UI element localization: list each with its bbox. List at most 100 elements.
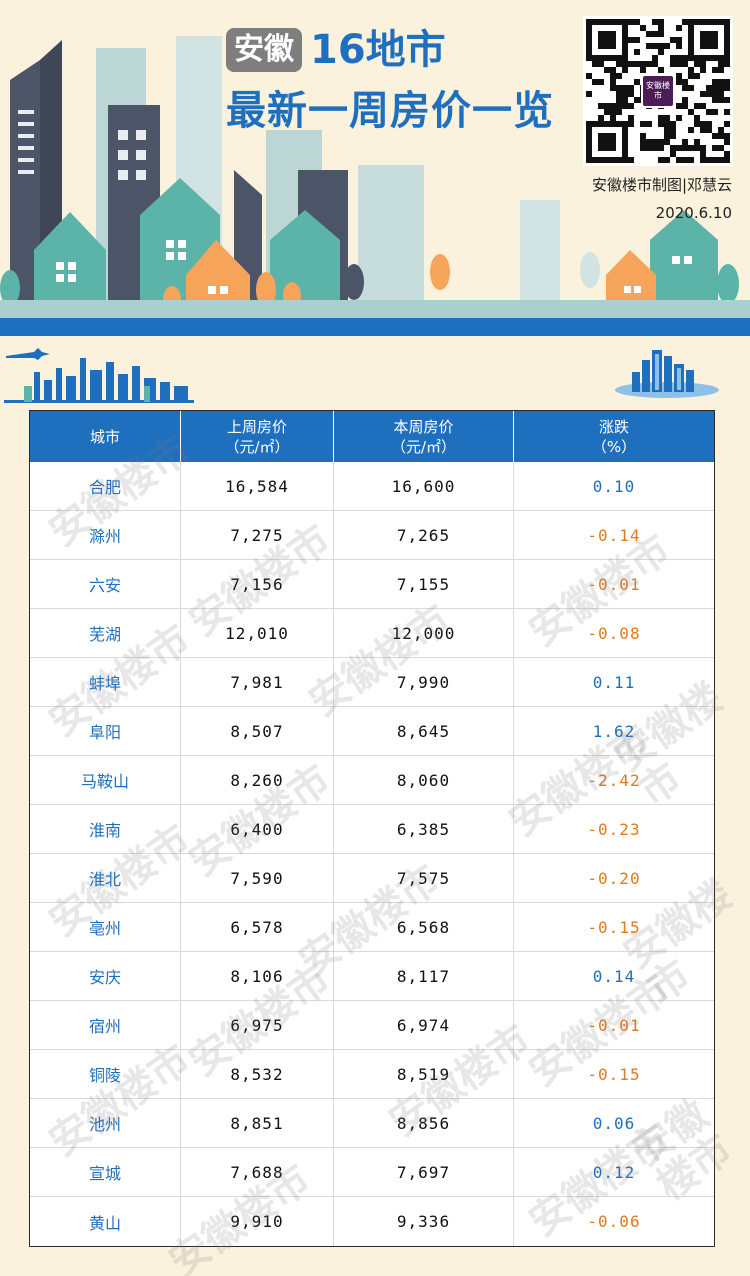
city-cell-value: 宣城 xyxy=(88,1164,121,1183)
change-cell: 0.11 xyxy=(514,658,714,706)
city-cell-value: 合肥 xyxy=(88,478,121,497)
last-week-price-cell-value: 7,275 xyxy=(230,525,284,545)
change-cell: -2.42 xyxy=(514,756,714,804)
city-silhouette-left-decoration xyxy=(4,348,194,403)
header-city: 城市 xyxy=(30,411,181,462)
city-cell-value: 宿州 xyxy=(88,1017,121,1036)
this-week-price-cell: 8,117 xyxy=(334,952,514,1000)
city-skyline-illustration xyxy=(0,36,750,318)
change-cell: 0.10 xyxy=(514,462,714,510)
this-week-price-cell: 8,519 xyxy=(334,1050,514,1098)
city-cluster-right-decoration xyxy=(615,350,719,398)
table-header: 城市 上周房价 （元/㎡） 本周房价 （元/㎡） 涨跌 （%） xyxy=(30,411,714,462)
last-week-price-cell-value: 7,981 xyxy=(230,672,284,692)
last-week-price-cell-value: 6,400 xyxy=(230,819,284,839)
city-cell: 铜陵 xyxy=(30,1050,181,1098)
title-main: 16地市 xyxy=(310,27,446,73)
qr-code-pattern xyxy=(586,19,730,163)
last-week-price-cell-value: 8,106 xyxy=(230,966,284,986)
table-row: 合肥 16,584 16,600 0.10 xyxy=(30,462,714,511)
this-week-price-cell-value: 7,697 xyxy=(396,1162,451,1182)
city-cell: 宿州 xyxy=(30,1001,181,1049)
last-week-price-cell: 16,584 xyxy=(181,462,334,510)
header-divider-band xyxy=(0,318,750,336)
last-week-price-cell: 12,010 xyxy=(181,609,334,657)
city-cell-value: 马鞍山 xyxy=(80,772,129,791)
city-cell: 马鞍山 xyxy=(30,756,181,804)
page-title: 安徽 16地市 最新一周房价一览 xyxy=(226,28,554,136)
change-cell-value: 0.14 xyxy=(592,966,636,986)
last-week-price-cell-value: 9,910 xyxy=(230,1212,284,1231)
change-cell: -0.23 xyxy=(514,805,714,853)
last-week-price-cell-value: 8,260 xyxy=(230,770,284,790)
table-row: 阜阳 8,507 8,645 1.62 xyxy=(30,707,714,756)
this-week-price-cell-value: 7,265 xyxy=(396,525,451,545)
this-week-price-cell-value: 7,990 xyxy=(396,672,451,692)
city-cell: 滁州 xyxy=(30,511,181,559)
city-cell-value: 滁州 xyxy=(88,527,121,546)
change-cell-value: -2.42 xyxy=(587,770,641,790)
credit-text: 安徽楼市制图|邓慧云 xyxy=(591,176,732,194)
city-cell: 亳州 xyxy=(30,903,181,951)
this-week-price-cell: 7,575 xyxy=(334,854,514,902)
this-week-price-cell: 7,990 xyxy=(334,658,514,706)
change-cell-value: -0.15 xyxy=(587,1064,641,1084)
this-week-price-cell: 7,265 xyxy=(334,511,514,559)
this-week-price-cell-value: 8,060 xyxy=(396,770,451,790)
last-week-price-cell: 7,590 xyxy=(181,854,334,902)
change-cell-value: 0.10 xyxy=(592,476,636,496)
this-week-price-cell-value: 8,645 xyxy=(396,721,451,741)
this-week-price-cell: 7,155 xyxy=(334,560,514,608)
last-week-price-cell: 7,688 xyxy=(181,1148,334,1196)
header-change: 涨跌 （%） xyxy=(591,417,637,456)
change-cell-value: -0.23 xyxy=(587,819,641,839)
city-cell-value: 芜湖 xyxy=(88,625,121,644)
table-row: 亳州 6,578 6,568 -0.15 xyxy=(30,903,714,952)
change-cell: 1.62 xyxy=(514,707,714,755)
city-cell-value: 淮南 xyxy=(88,821,121,840)
table-body: 合肥 16,584 16,600 0.10 滁州 7,275 7,265 -0.14 六安 7,1… xyxy=(30,462,714,1246)
change-cell-value: -0.06 xyxy=(587,1212,641,1231)
qr-code[interactable]: 安徽楼市 xyxy=(583,16,733,166)
table-row: 淮北 7,590 7,575 -0.20 xyxy=(30,854,714,903)
this-week-price-cell: 7,697 xyxy=(334,1148,514,1196)
table-row: 芜湖 12,010 12,000 -0.08 xyxy=(30,609,714,658)
table-row: 六安 7,156 7,155 -0.01 xyxy=(30,560,714,609)
change-cell-value: 0.11 xyxy=(592,672,636,692)
table-row: 宣城 7,688 7,697 0.12 xyxy=(30,1148,714,1197)
city-cell-value: 黄山 xyxy=(88,1213,121,1233)
change-cell-value: -0.14 xyxy=(587,525,641,545)
province-badge: 安徽 xyxy=(226,28,302,72)
change-cell-value: -0.15 xyxy=(587,917,641,937)
change-cell-value: -0.01 xyxy=(587,574,641,594)
city-cell-value: 池州 xyxy=(88,1115,121,1134)
last-week-price-cell: 6,578 xyxy=(181,903,334,951)
this-week-price-cell: 16,600 xyxy=(334,462,514,510)
change-cell: -0.01 xyxy=(514,1001,714,1049)
this-week-price-cell-value: 6,568 xyxy=(396,917,451,937)
this-week-price-cell: 12,000 xyxy=(334,609,514,657)
last-week-price-cell-value: 12,010 xyxy=(225,623,289,643)
this-week-price-cell-value: 9,336 xyxy=(396,1212,451,1231)
this-week-price-cell: 6,385 xyxy=(334,805,514,853)
this-week-price-cell-value: 8,856 xyxy=(396,1113,451,1133)
last-week-price-cell: 8,507 xyxy=(181,707,334,755)
change-cell-value: 1.62 xyxy=(592,721,636,741)
last-week-price-cell-value: 7,688 xyxy=(230,1162,284,1182)
last-week-price-cell: 6,975 xyxy=(181,1001,334,1049)
this-week-price-cell-value: 12,000 xyxy=(391,623,456,643)
change-cell-value: -0.20 xyxy=(587,868,641,888)
change-cell: -0.20 xyxy=(514,854,714,902)
header-last-week: 上周房价 （元/㎡） xyxy=(181,411,334,462)
last-week-price-cell: 9,910 xyxy=(181,1197,334,1246)
change-cell: -0.01 xyxy=(514,560,714,608)
city-cell-value: 安庆 xyxy=(88,968,121,987)
change-cell: 0.06 xyxy=(514,1099,714,1147)
last-week-price-cell-value: 8,851 xyxy=(230,1113,284,1133)
last-week-price-cell-value: 7,156 xyxy=(230,574,284,594)
table-row: 滁州 7,275 7,265 -0.14 xyxy=(30,511,714,560)
last-week-price-cell: 6,400 xyxy=(181,805,334,853)
last-week-price-cell-value: 8,507 xyxy=(230,721,284,741)
table-row: 蚌埠 7,981 7,990 0.11 xyxy=(30,658,714,707)
change-cell-value: -0.01 xyxy=(587,1015,641,1035)
